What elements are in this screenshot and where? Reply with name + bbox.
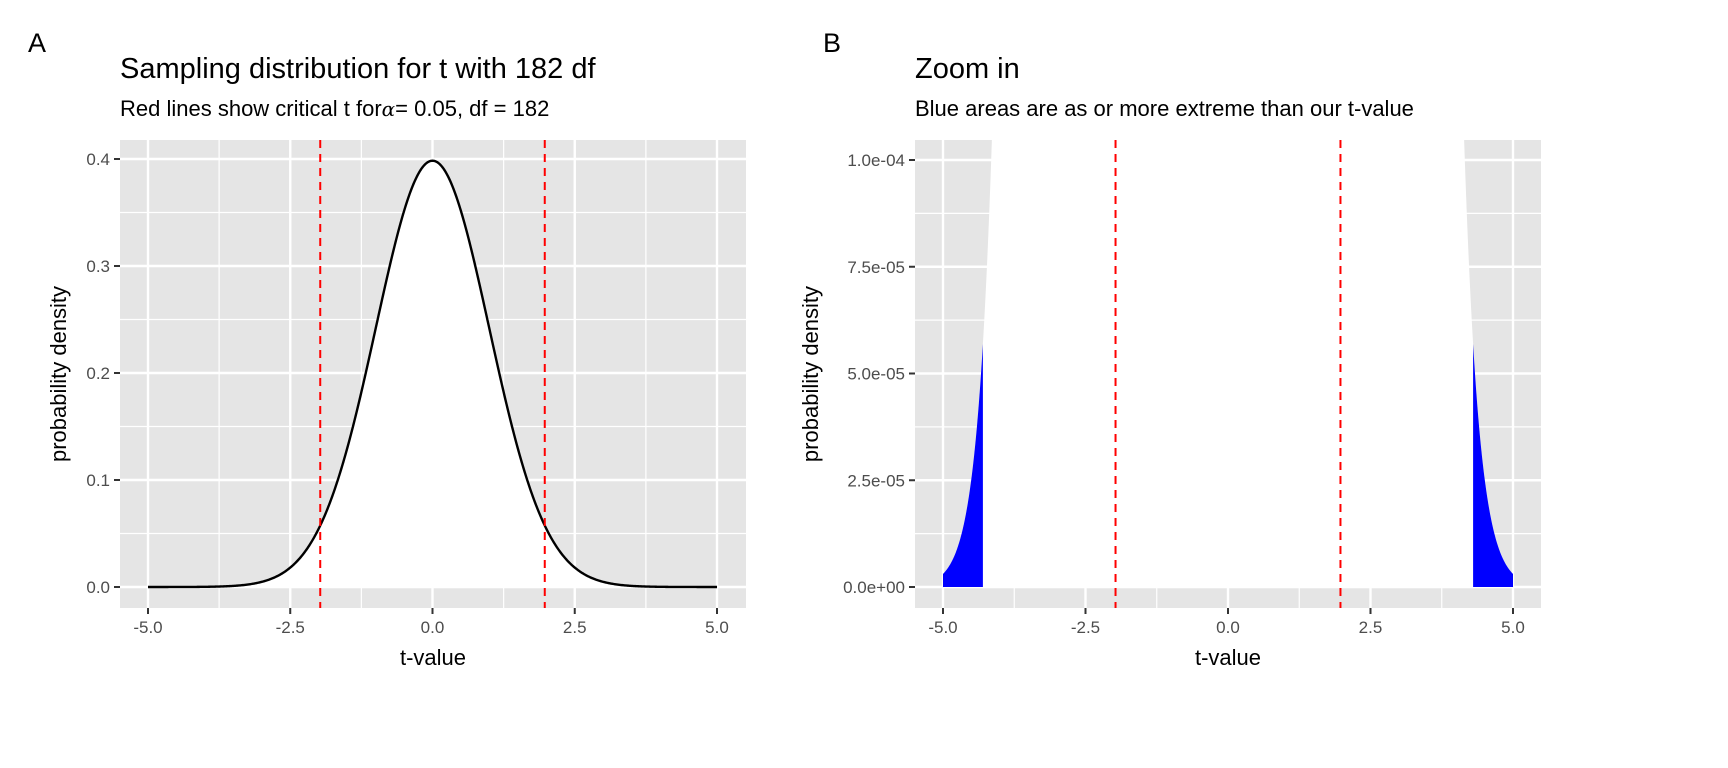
x-axis-title: t-value — [400, 645, 466, 670]
density-area — [148, 160, 717, 587]
panel-tag: A — [28, 28, 46, 58]
y-tick-label: 5.0e-05 — [847, 365, 905, 384]
y-axis-title: probability density — [798, 286, 823, 462]
plot-area — [148, 140, 717, 608]
y-tick-label: 0.0e+00 — [843, 578, 905, 597]
density-curve — [148, 159, 717, 589]
chart-title: Sampling distribution for t with 182 df — [120, 53, 596, 85]
panel-a: A Sampling distribution for t with 182 df… — [28, 28, 746, 670]
y-tick-label: 1.0e-04 — [847, 151, 905, 170]
x-tick-label: 0.0 — [1216, 618, 1240, 637]
y-axis-title: probability density — [46, 286, 71, 462]
alpha-symbol: α — [382, 97, 396, 121]
y-tick-label: 2.5e-05 — [847, 471, 905, 490]
x-axis-title: t-value — [1195, 645, 1261, 670]
extreme-area-right — [1473, 343, 1513, 587]
x-tick-label: -5.0 — [928, 618, 957, 637]
y-tick-label: 0.4 — [86, 150, 110, 169]
x-tick-label: 2.5 — [563, 618, 587, 637]
x-tick-label: -5.0 — [133, 618, 162, 637]
subtitle-prefix: Red lines show critical t for — [120, 96, 382, 121]
density-area — [943, 140, 1513, 587]
chart-title: Zoom in — [915, 53, 1020, 85]
y-tick-label: 0.3 — [86, 257, 110, 276]
x-tick-label: -2.5 — [276, 618, 305, 637]
extreme-area-left — [943, 343, 983, 587]
x-tick-label: 2.5 — [1359, 618, 1383, 637]
chart-subtitle: Blue areas are as or more extreme than o… — [915, 96, 1414, 121]
y-tick-label: 7.5e-05 — [847, 258, 905, 277]
x-tick-label: 0.0 — [421, 618, 445, 637]
plot-area — [943, 140, 1513, 608]
x-tick-label: 5.0 — [1501, 618, 1525, 637]
x-tick-label: -2.5 — [1071, 618, 1100, 637]
panel-tag: B — [823, 28, 841, 58]
subtitle-suffix: = 0.05, df = 182 — [395, 96, 549, 121]
y-tick-label: 0.0 — [86, 578, 110, 597]
y-tick-label: 0.1 — [86, 471, 110, 490]
y-tick-label: 0.2 — [86, 364, 110, 383]
panel-b: B Zoom in Blue areas are as or more extrem… — [798, 28, 1541, 670]
x-tick-label: 5.0 — [705, 618, 729, 637]
